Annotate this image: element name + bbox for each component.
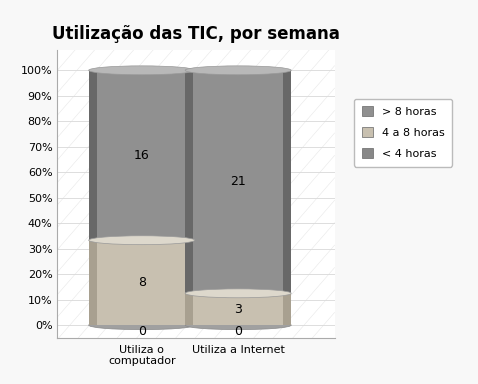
Bar [185, 293, 193, 325]
Ellipse shape [89, 236, 195, 245]
Bar [89, 240, 97, 325]
Text: 8: 8 [138, 276, 146, 289]
Text: 16: 16 [134, 149, 150, 162]
Bar [187, 240, 195, 325]
Bar [185, 70, 193, 293]
Bar [193, 293, 283, 325]
Bar [187, 70, 195, 240]
Bar [97, 70, 187, 240]
Bar [97, 240, 187, 325]
Ellipse shape [89, 66, 195, 75]
Bar [283, 70, 291, 293]
Bar [283, 293, 291, 325]
Text: 3: 3 [234, 303, 242, 316]
Bar [193, 70, 283, 293]
Title: Utilização das TIC, por semana: Utilização das TIC, por semana [52, 25, 340, 43]
Text: 21: 21 [230, 175, 246, 188]
Ellipse shape [185, 289, 291, 298]
Ellipse shape [89, 321, 195, 329]
Text: 0: 0 [234, 325, 242, 338]
Ellipse shape [185, 321, 291, 329]
Text: 0: 0 [138, 325, 146, 338]
Ellipse shape [185, 66, 291, 75]
Bar [89, 70, 97, 240]
Legend: > 8 horas, 4 a 8 horas, < 4 horas: > 8 horas, 4 a 8 horas, < 4 horas [354, 99, 452, 167]
